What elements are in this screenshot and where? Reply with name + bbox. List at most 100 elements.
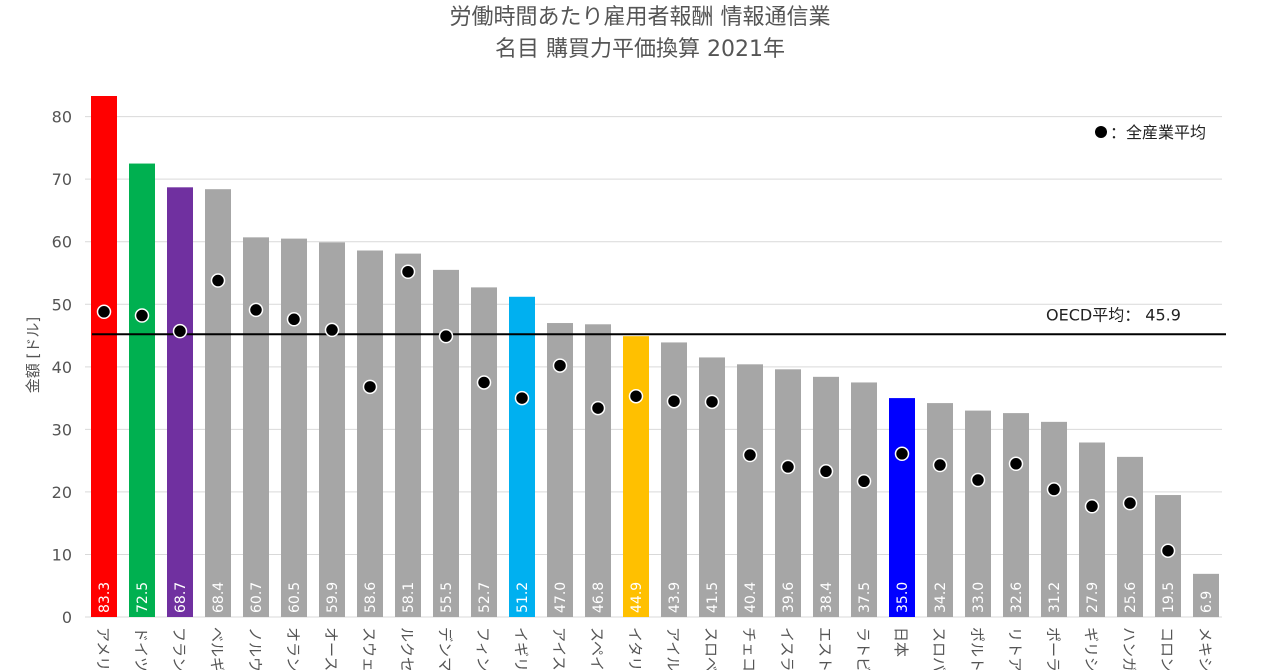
bar [357,250,383,617]
bar [889,398,915,617]
category-label: イスラ [778,627,796,670]
bar-value-label: 37.5 [857,582,873,613]
bar-value-labels: 83.3 72.5 68.7 68.4 60.7 60.5 59.9 58.6 58.1 55.5… [97,582,1215,613]
category-label: リトア [1006,627,1024,670]
bar-value-label: 6.9 [1199,591,1215,613]
average-marker [248,302,264,318]
category-label: アイス [550,627,568,670]
average-marker [856,474,872,489]
average-marker [210,273,226,288]
category-label: ドイツ [132,627,150,670]
bar [509,296,535,617]
y-tick-label: 80 [52,108,72,127]
bar-value-label: 58.1 [401,582,417,613]
bar-value-label: 40.4 [743,582,759,613]
bar [433,269,459,617]
average-marker [514,390,530,406]
y-tick-label: 20 [52,483,72,502]
category-label: ハンガ [1120,627,1138,670]
average-marker [476,375,492,390]
average-marker [1084,499,1100,514]
bar-value-label: 58.6 [363,582,379,613]
bar-value-label: 19.5 [1161,582,1177,613]
category-label: ラトビ [854,627,872,670]
bar-value-label: 60.7 [249,582,265,613]
category-label: オラン [284,627,302,670]
category-label: ポーラ [1044,627,1062,670]
average-marker [324,322,340,338]
average-marker [666,393,682,409]
y-tick-label: 60 [52,233,72,252]
category-label: 日本 [892,627,910,657]
category-label: デンマ [436,627,454,670]
bar-value-label: 72.5 [135,582,151,613]
category-label: スペイ [588,627,606,670]
average-marker [932,457,948,473]
bar-value-label: 46.8 [591,582,607,613]
average-marker [742,447,758,463]
y-tick-label: 30 [52,420,72,439]
bar [205,189,231,617]
bar-value-label: 52.7 [477,582,493,613]
bar-value-label: 41.5 [705,582,721,613]
bar-value-label: 34.2 [933,582,949,613]
average-marker [362,379,378,395]
y-tick-label: 70 [52,170,72,189]
category-label: コロン [1158,627,1176,670]
legend-label: ：全産業平均 [1110,123,1206,142]
average-marker [172,323,188,339]
bar [661,342,687,617]
bar-value-label: 25.6 [1123,582,1139,613]
category-label: フラン [170,627,188,670]
category-label: ポルト [968,627,986,670]
bar-value-label: 39.6 [781,582,797,613]
grid-lines [85,116,1222,618]
bar-value-label: 38.4 [819,582,835,613]
bar-value-label: 32.6 [1009,582,1025,613]
category-label: イギリ [512,627,530,670]
bar-value-label: 68.4 [211,582,227,613]
legend: ：全産業平均 [1095,123,1206,142]
category-label: アイル [664,627,682,670]
bar [243,237,269,617]
category-label: ギリシ [1082,627,1100,670]
category-label: ベルギ [208,627,226,670]
bar [129,163,155,617]
y-tick-label: 50 [52,295,72,314]
y-tick-label: 0 [62,608,72,627]
bar [1041,421,1067,617]
chart-title-line1: 労働時間あたり雇用者報酬 情報通信業 [449,5,831,30]
category-label: スロバ [930,627,948,670]
bar [471,287,497,617]
average-marker [1122,495,1138,511]
bar [1193,573,1219,617]
bar-value-label: 31.2 [1047,582,1063,613]
category-label: オース [322,627,340,670]
average-marker [96,304,112,320]
average-marker [970,472,986,488]
bar-value-label: 59.9 [325,582,341,613]
legend-marker [1095,126,1107,138]
bar [851,382,877,617]
bar [737,364,763,617]
category-label: イタリ [626,627,644,670]
bar-value-label: 44.9 [629,582,645,613]
average-marker [1046,482,1062,497]
bar [965,410,991,617]
bar [319,242,345,617]
y-tick-label: 10 [52,545,72,564]
bar [91,96,117,617]
bar [1003,413,1029,617]
average-marker [438,328,454,344]
category-label: アメリ [94,627,112,670]
bar [1117,456,1143,617]
bar-value-label: 43.9 [667,582,683,613]
bar-value-label: 60.5 [287,582,303,613]
y-tick-label: 40 [52,358,72,377]
category-label: ノルウ [246,627,264,670]
bar [585,324,611,617]
y-axis-ticks: 0 10 20 30 40 50 60 70 80 [52,108,72,627]
average-marker [628,388,644,404]
chart-title: 労働時間あたり雇用者報酬 情報通信業 名目 購買力平価換算 2021年 [0,2,1280,66]
